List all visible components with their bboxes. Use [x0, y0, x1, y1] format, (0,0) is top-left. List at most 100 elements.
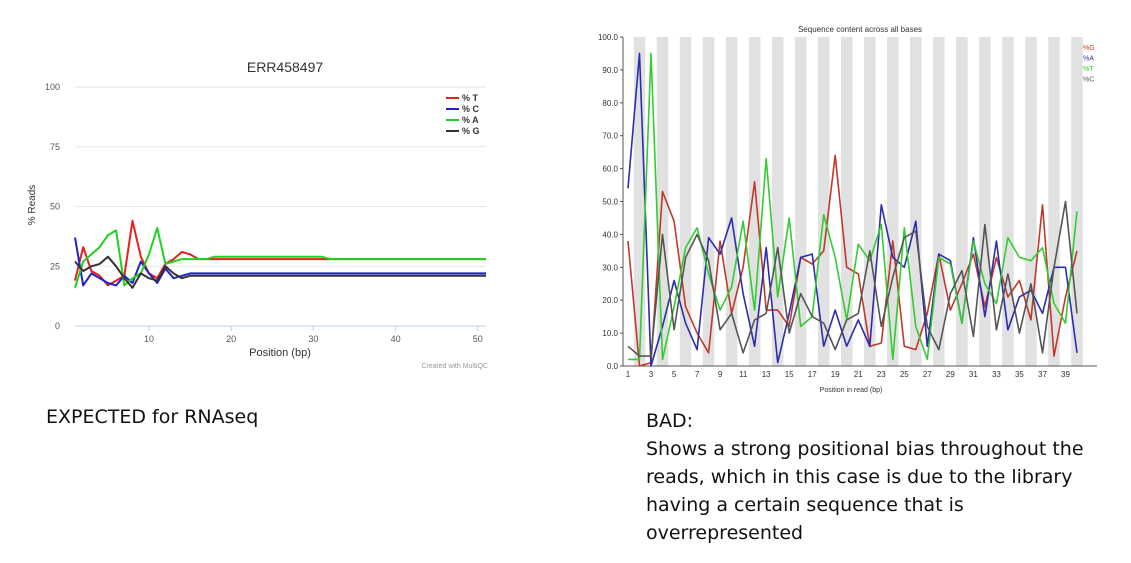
legend-label: % T [462, 93, 479, 103]
left-chart-title: ERR458497 [247, 59, 323, 75]
x-tick-label: 9 [718, 370, 723, 379]
y-tick-label: 75 [50, 142, 60, 152]
position-band [633, 37, 646, 366]
y-tick-label: 0.0 [607, 362, 619, 371]
x-tick-label: 23 [877, 370, 886, 379]
left-chart-y-label: % Reads [27, 185, 38, 226]
right-chart-x-ticks: 1 3 5 7 9 11 13 15 17 19 21 23 25 27 29 31 33 35 37 39 [626, 370, 1071, 379]
x-tick-label: 11 [739, 370, 748, 379]
left-chart-x-ticks: 10 20 30 40 50 [75, 325, 486, 344]
position-band [748, 37, 761, 366]
y-tick-label: 50 [50, 202, 60, 212]
y-tick-label: 20.0 [602, 296, 618, 305]
caption-bad: BAD: Shows a strong positional bias thro… [646, 407, 1106, 547]
x-tick-label: 29 [946, 370, 955, 379]
left-chart-x-label: Position (bp) [249, 347, 311, 359]
x-tick-label: 40 [391, 334, 401, 344]
x-tick-label: 30 [308, 334, 318, 344]
series-line [627, 154, 1078, 367]
series-line [627, 200, 1078, 357]
position-band [1025, 37, 1037, 366]
right-chart-y-ticks: 0.0 10.0 20.0 30.0 40.0 50.0 60.0 70.0 80.0 90.0 1… [598, 33, 623, 371]
x-tick-label: 19 [831, 370, 840, 379]
x-tick-label: 37 [1038, 370, 1047, 379]
y-tick-label: 30.0 [602, 263, 618, 272]
y-tick-label: 100 [45, 82, 60, 92]
right-chart: Sequence content across all bases 0.0 10.… [598, 25, 1097, 394]
caption-bad-line: having a certain sequence that is [646, 494, 964, 516]
y-tick-label: 25 [50, 261, 60, 271]
x-tick-label: 35 [1015, 370, 1024, 379]
x-tick-label: 5 [672, 370, 677, 379]
caption-bad-line: reads, which in this case is due to the … [646, 466, 1073, 488]
series-line [628, 52, 1078, 361]
y-tick-label: 100.0 [598, 33, 619, 42]
x-tick-label: 13 [762, 370, 771, 379]
x-tick-label: 33 [992, 370, 1001, 379]
left-chart-y-ticks: 0 25 50 75 100 [45, 82, 60, 331]
y-tick-label: 40.0 [602, 230, 618, 239]
legend-label: %A [1083, 56, 1094, 63]
legend-label: % G [462, 126, 480, 136]
caption-bad-line: Shows a strong positional bias throughou… [646, 438, 1084, 460]
caption-bad-line: BAD: [646, 410, 694, 432]
x-tick-label: 25 [900, 370, 909, 379]
position-band [956, 37, 968, 366]
caption-expected: EXPECTED for RNAseq [46, 406, 259, 428]
right-chart-series [627, 52, 1078, 367]
right-chart-x-label: Position in read (bp) [820, 387, 883, 394]
x-tick-label: 7 [695, 370, 700, 379]
legend-label: % C [462, 104, 480, 114]
x-tick-label: 1 [626, 370, 631, 379]
x-tick-label: 39 [1061, 370, 1070, 379]
right-chart-legend: %G %A %T %C [1083, 45, 1095, 84]
legend-label: %C [1083, 77, 1094, 84]
x-tick-label: 15 [785, 370, 794, 379]
series-line [627, 52, 1078, 367]
position-band [771, 37, 784, 366]
position-band [933, 37, 945, 366]
y-tick-label: 10.0 [602, 329, 618, 338]
legend-label: %G [1083, 45, 1095, 52]
y-tick-label: 60.0 [602, 165, 618, 174]
legend-label: %T [1083, 66, 1094, 73]
y-tick-label: 0 [55, 321, 60, 331]
position-band [910, 37, 922, 366]
position-band [1002, 37, 1014, 366]
x-tick-label: 50 [473, 334, 483, 344]
position-band [725, 37, 738, 366]
legend-label: % A [462, 115, 479, 125]
series-line [74, 237, 486, 287]
left-chart-series [74, 219, 486, 289]
y-tick-label: 50.0 [602, 198, 618, 207]
y-tick-label: 80.0 [602, 99, 618, 108]
x-tick-label: 3 [649, 370, 654, 379]
left-chart-credit[interactable]: Created with MultiQC [421, 363, 488, 370]
x-tick-label: 20 [226, 334, 236, 344]
y-tick-label: 90.0 [602, 66, 618, 75]
x-tick-label: 17 [808, 370, 817, 379]
position-band [1071, 37, 1083, 366]
x-tick-label: 31 [969, 370, 978, 379]
x-tick-label: 27 [923, 370, 932, 379]
y-tick-label: 70.0 [602, 132, 618, 141]
position-band [840, 37, 853, 366]
x-tick-label: 21 [854, 370, 863, 379]
series-line [74, 255, 486, 289]
position-band [1048, 37, 1060, 366]
left-chart-gridlines [75, 86, 486, 327]
position-band [702, 37, 715, 366]
caption-bad-line: overrepresented [646, 522, 804, 544]
position-band [864, 37, 876, 366]
position-band [887, 37, 899, 366]
left-chart-legend[interactable]: % T% C% A% G [446, 93, 480, 136]
position-band [817, 37, 830, 366]
position-band [679, 37, 692, 366]
right-chart-title: Sequence content across all bases [798, 25, 922, 34]
position-band [794, 37, 807, 366]
position-band [979, 37, 991, 366]
x-tick-label: 10 [144, 334, 154, 344]
series-line [74, 227, 486, 289]
